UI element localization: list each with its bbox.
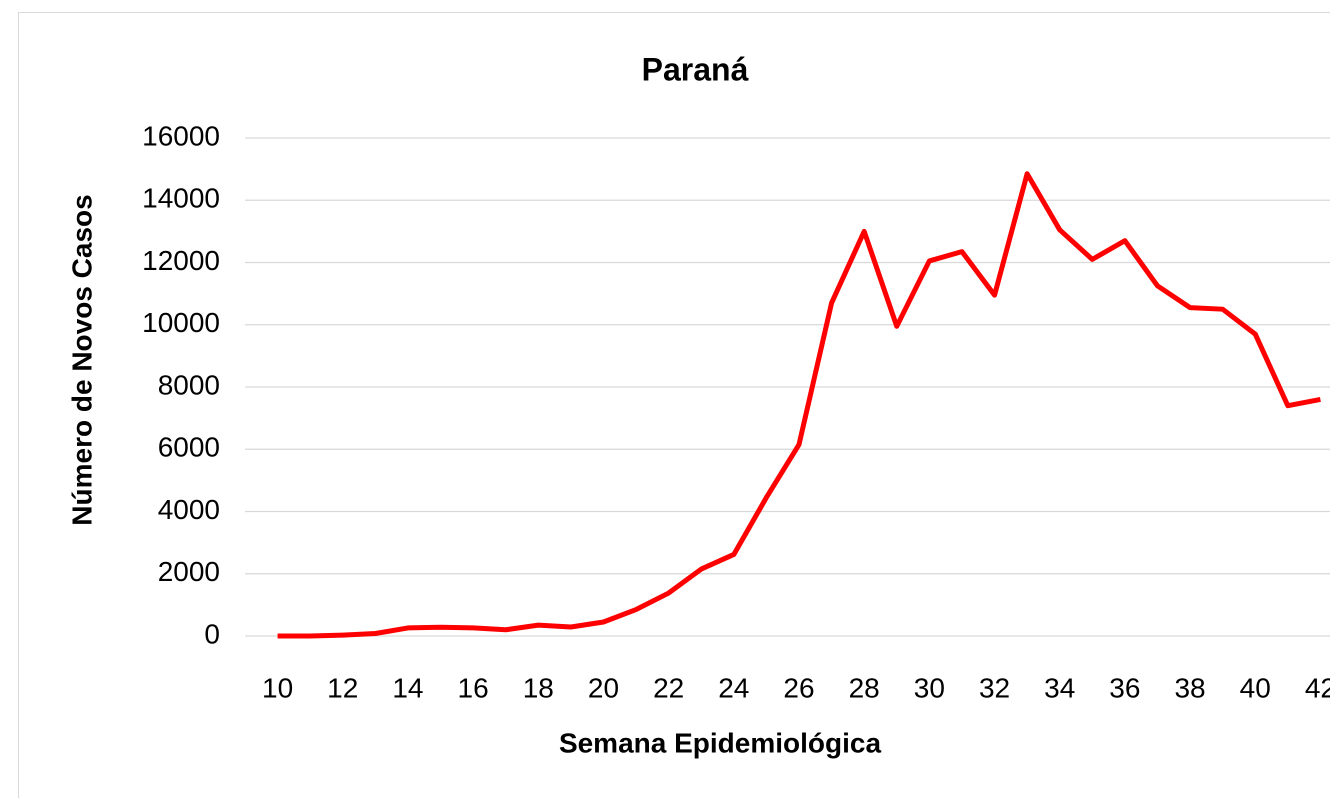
y-tick-label: 12000 (142, 245, 220, 276)
x-tick-label: 20 (588, 672, 619, 703)
x-tick-label: 40 (1240, 672, 1271, 703)
y-tick-label: 6000 (158, 432, 220, 463)
x-tick-label: 22 (653, 672, 684, 703)
x-tick-label: 36 (1109, 672, 1140, 703)
y-tick-label: 16000 (142, 120, 220, 151)
data-line (277, 171, 1321, 639)
chart-border (18, 12, 1330, 798)
x-tick-label: 14 (392, 672, 423, 703)
x-tick-label: 12 (327, 672, 358, 703)
x-tick-label: 26 (783, 672, 814, 703)
x-tick-label: 30 (914, 672, 945, 703)
y-axis-title: Número de Novos Casos (66, 194, 97, 525)
y-tick-label: 2000 (158, 556, 220, 587)
y-tick-label: 10000 (142, 307, 220, 338)
chart-title: Paraná (642, 51, 749, 87)
x-tick-label: 10 (262, 672, 293, 703)
x-tick-label: 34 (1044, 672, 1075, 703)
x-axis-title: Semana Epidemiológica (559, 727, 882, 758)
x-tick-label: 24 (718, 672, 749, 703)
x-tick-label: 42 (1305, 672, 1330, 703)
y-tick-label: 14000 (142, 183, 220, 214)
x-tick-label: 32 (979, 672, 1010, 703)
x-tick-label: 18 (523, 672, 554, 703)
x-tick-label: 28 (849, 672, 880, 703)
y-tick-label: 4000 (158, 494, 220, 525)
y-tick-label: 0 (204, 618, 220, 649)
x-tick-label: 38 (1174, 672, 1205, 703)
x-tick-label: 16 (458, 672, 489, 703)
y-tick-label: 8000 (158, 369, 220, 400)
